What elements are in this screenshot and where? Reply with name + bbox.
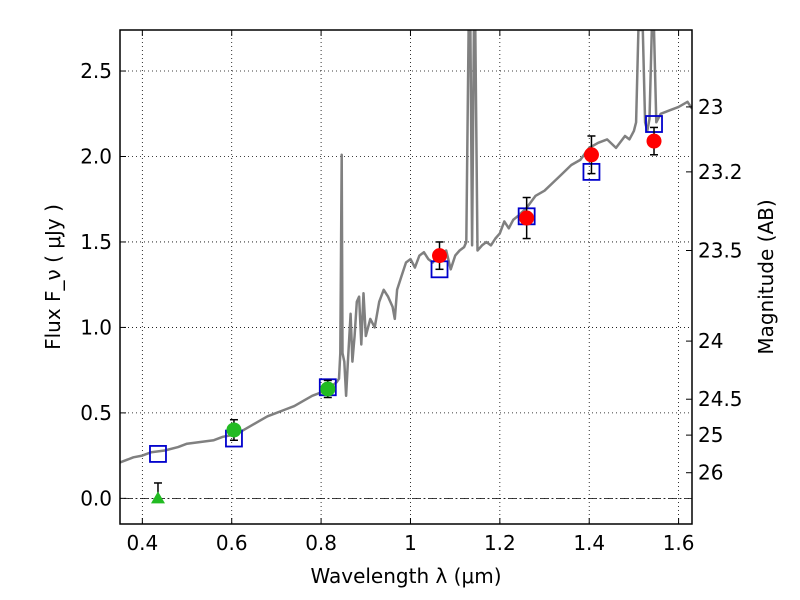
photometry-point bbox=[320, 381, 336, 397]
y-tick-label: 2.5 bbox=[80, 59, 112, 83]
model-square-point bbox=[149, 445, 167, 463]
x-tick-label: 0.6 bbox=[216, 531, 248, 555]
photometry-point bbox=[432, 248, 448, 264]
y-tick-label: 0.0 bbox=[80, 486, 112, 510]
x-tick-label: 1.2 bbox=[484, 531, 516, 555]
y-tick-label: 2.0 bbox=[80, 144, 112, 168]
upper-limit-triangle bbox=[150, 491, 165, 504]
data-marks bbox=[149, 115, 663, 504]
x-axis-label: Wavelength λ (μm) bbox=[310, 564, 501, 588]
y-tick-label: 1.5 bbox=[80, 230, 112, 254]
x-tick-label: 0.4 bbox=[126, 531, 158, 555]
y-axis-label: Flux F_ν ( μJy ) bbox=[41, 204, 65, 350]
grid-lines bbox=[120, 30, 692, 524]
right-tick-label: 23 bbox=[698, 95, 723, 119]
x-tick-label: 1 bbox=[404, 531, 417, 555]
y-tick-label: 0.5 bbox=[80, 401, 112, 425]
right-tick-label: 24.5 bbox=[698, 387, 743, 411]
spectrum-layer bbox=[120, 30, 692, 464]
right-tick-label: 26 bbox=[698, 461, 723, 485]
axis-ticks: 0.4 0.6 0.8 1 1.2 1.4 1.6 0.0 0.5 1.0 1.5 2.0 2.5 23 2… bbox=[80, 30, 743, 555]
y-tick-label: 1.0 bbox=[80, 315, 112, 339]
y-axis-right-label: Magnitude (AB) bbox=[754, 199, 778, 354]
right-tick-label: 23.2 bbox=[698, 160, 743, 184]
x-tick-label: 1.6 bbox=[663, 531, 695, 555]
right-tick-label: 24 bbox=[698, 329, 723, 353]
photometry-point bbox=[519, 210, 535, 226]
right-tick-label: 25 bbox=[698, 423, 723, 447]
x-tick-label: 1.4 bbox=[573, 531, 605, 555]
photometry-point bbox=[646, 133, 662, 149]
plot-frame bbox=[119, 29, 693, 525]
x-tick-label: 0.8 bbox=[305, 531, 337, 555]
spectrum-line bbox=[120, 30, 692, 464]
right-tick-label: 23.5 bbox=[698, 239, 743, 263]
photometry-point bbox=[583, 147, 599, 163]
photometry-point bbox=[226, 422, 242, 438]
